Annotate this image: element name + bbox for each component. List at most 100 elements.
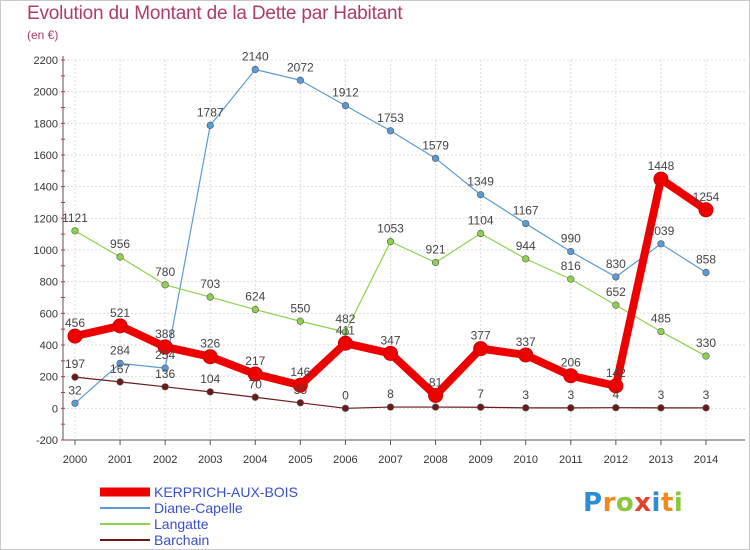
legend-label: KERPRICH-AUX-BOIS [154,484,298,500]
data-label: 81 [429,376,443,390]
proxiti-logo: Proxiti [583,488,684,518]
data-label: 550 [290,301,310,315]
data-point [608,378,624,394]
data-label: 146 [290,365,310,379]
data-point [296,399,304,407]
data-point [522,404,530,412]
data-label: 624 [245,290,265,304]
data-label: 377 [471,329,491,343]
data-point [247,366,263,382]
x-tick-label: 2005 [288,454,312,466]
data-point [522,255,530,263]
data-label: 104 [200,372,220,386]
data-label: 652 [606,285,626,299]
data-label: 1579 [422,138,449,152]
data-label: 217 [245,354,265,368]
data-point [518,347,534,363]
data-label: 1349 [467,175,494,189]
data-label: 990 [561,232,581,246]
data-label: 284 [110,343,130,357]
data-label: 388 [155,327,175,341]
data-point [71,373,79,381]
data-label: 1753 [377,111,404,125]
data-point [116,378,124,386]
data-point [702,352,710,360]
data-label: 4 [613,388,620,402]
data-label: 521 [110,306,130,320]
data-point [157,339,173,355]
data-label: 1053 [377,222,404,236]
data-point [337,335,353,351]
data-point [67,328,83,344]
data-label: 482 [335,312,355,326]
y-tick-label: 0 [52,403,58,415]
data-point [431,258,440,267]
legend-swatch-langatte [100,523,150,525]
data-label: 206 [561,356,581,370]
data-label: 816 [561,259,581,273]
data-point [567,275,575,283]
data-label: 3 [522,388,529,402]
legend-label: Langatte [154,516,209,532]
data-label: 35 [294,383,308,397]
data-point [522,219,530,228]
data-point [71,227,79,235]
data-label: 1039 [648,224,675,238]
data-point [116,359,124,367]
data-point [702,268,710,277]
data-label: 1121 [62,211,88,225]
data-point [206,121,214,129]
legend-label: Barchain [154,532,210,548]
data-label: 142 [606,366,626,380]
data-label: 2072 [287,60,314,74]
data-label: 337 [516,335,536,349]
data-point [112,318,128,334]
data-label: 956 [110,237,130,251]
data-point [206,293,214,301]
data-point [292,377,308,393]
data-point [206,388,214,396]
y-tick-label: 1400 [34,182,58,194]
data-label: 780 [155,265,175,279]
data-label: 0 [342,388,349,402]
data-point [477,229,485,238]
x-tick-label: 2014 [694,454,718,466]
data-label: 3 [703,388,710,402]
data-label: 2140 [242,50,269,64]
data-point [612,301,620,309]
data-label: 3 [658,388,665,402]
data-label: 858 [696,252,716,266]
data-label: 167 [110,362,130,376]
data-point [161,383,169,391]
data-point [341,404,350,412]
data-label: 1448 [648,159,675,173]
data-point [251,65,259,74]
x-tick-label: 2007 [378,454,402,466]
data-label: 830 [606,257,626,271]
y-tick-label: 400 [40,340,58,352]
y-tick-label: 200 [40,372,58,384]
y-tick-label: 1600 [34,150,58,162]
data-point [386,403,395,411]
data-label: 1787 [197,105,224,119]
data-label: 456 [65,316,85,330]
data-point [612,273,620,281]
data-point [341,328,350,336]
data-point [71,399,79,407]
legend-swatch-diane-capelle [100,507,150,509]
x-tick-label: 2000 [63,454,87,466]
data-point [341,101,350,110]
y-tick-label: 1200 [34,213,58,225]
data-point [567,404,575,412]
data-point [386,127,395,135]
x-tick-label: 2008 [423,454,447,466]
data-point [702,404,710,412]
y-tick-label: 800 [40,277,58,289]
data-label: 485 [651,312,671,326]
data-point [202,349,218,365]
legend-label: Diane-Capelle [154,500,243,516]
data-label: 703 [200,277,220,291]
x-tick-label: 2003 [198,454,222,466]
y-tick-label: -200 [36,435,58,447]
x-tick-label: 2006 [333,454,357,466]
